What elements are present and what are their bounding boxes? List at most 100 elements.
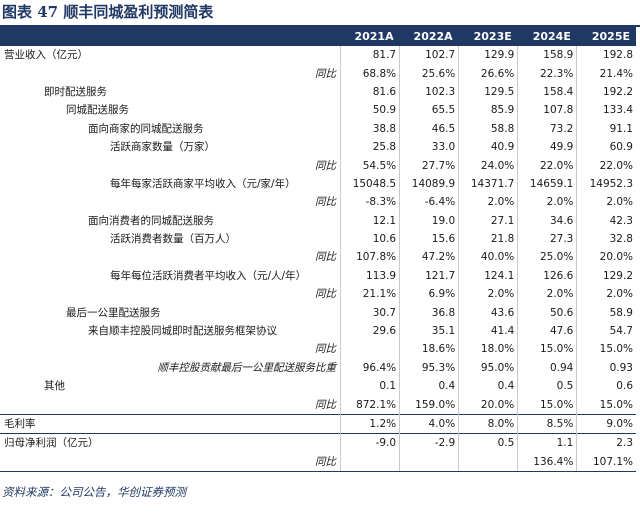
value-cell: -9.0 [340,433,400,453]
value-cell: 65.5 [399,101,459,120]
title-rule [0,25,640,27]
value-cell: 15.0% [576,395,636,415]
value-cell: 113.9 [340,266,400,286]
value-cell: 126.6 [517,266,577,286]
value-cell: 136.4% [517,452,577,472]
value-cell: 49.9 [517,137,577,157]
table-row: 同比 872.1% 159.0% 20.0% 15.0% 15.0% [0,395,636,415]
table-row: 活跃消费者数量（百万人） 10.6 15.6 21.8 27.3 32.8 [0,229,636,249]
value-cell: 192.8 [576,46,636,65]
value-cell: 95.0% [458,358,518,378]
value-cell [340,340,400,359]
value-cell: 73.2 [517,119,577,138]
value-cell: 1.2% [340,413,400,434]
source-note: 资料来源：公司公告，华创证券预测 [2,485,186,499]
value-cell: 2.3 [576,433,636,453]
value-cell: 129.5 [458,82,518,102]
value-cell: 25.0% [517,248,577,267]
value-cell: 2.0% [576,285,636,304]
value-cell: 15.0% [517,340,577,359]
value-cell: 0.94 [517,358,577,378]
value-cell: 8.0% [458,413,518,434]
value-cell: 91.1 [576,119,636,138]
value-cell: 0.93 [576,358,636,378]
value-cell: 47.2% [399,248,459,267]
value-cell: 107.1% [576,452,636,472]
value-cell [458,452,518,472]
value-cell: 27.1 [458,211,518,230]
value-cell: 54.7 [576,321,636,341]
value-cell: 35.1 [399,321,459,341]
value-cell [399,452,459,472]
value-cell: 0.6 [576,377,636,396]
header-cell: 2023E [458,27,518,46]
row-label: 同比 [315,251,337,264]
row-label: 归母净利润（亿元） [0,433,341,453]
table-row: 其他 0.1 0.4 0.4 0.5 0.6 [0,377,636,396]
forecast-table: 2021A 2022A 2023E 2024E 2025E 营业收入（亿元） 81… [0,27,636,472]
row-label: 面向商家的同城配送服务 [88,122,204,135]
value-cell: 25.6% [399,64,459,83]
value-cell: 25.8 [340,137,400,157]
value-cell: 21.8 [458,229,518,249]
header-cell [0,27,341,46]
row-label: 营业收入（亿元） [4,49,88,62]
header-row: 2021A 2022A 2023E 2024E 2025E [0,27,636,46]
value-cell: 0.5 [517,377,577,396]
value-cell: 27.7% [399,156,459,175]
row-label: 其他 [44,380,65,393]
header-cell: 2024E [517,27,577,46]
value-cell: 129.9 [458,46,518,65]
value-cell: 12.1 [340,211,400,230]
row-label: 同比 [315,398,337,411]
value-cell: 2.0% [517,193,577,212]
table-row: 同比 18.6% 18.0% 15.0% 15.0% [0,340,636,359]
row-label: 同城配送服务 [66,104,129,117]
value-cell: 81.7 [340,46,400,65]
value-cell: 8.5% [517,413,577,434]
table-row: 面向商家的同城配送服务 38.8 46.5 58.8 73.2 91.1 [0,119,636,138]
value-cell: 22.0% [517,156,577,175]
row-label: 即时配送服务 [44,85,107,98]
value-cell: 14659.1 [517,174,577,194]
value-cell: 46.5 [399,119,459,138]
table-row: 同比 54.5% 27.7% 24.0% 22.0% 22.0% [0,156,636,175]
value-cell: 40.0% [458,248,518,267]
value-cell: 102.3 [399,82,459,102]
row-label: 同比 [315,196,337,209]
row-label: 活跃商家数量（万家） [110,141,215,154]
row-label: 同比 [315,67,337,80]
table-row: 同城配送服务 50.9 65.5 85.9 107.8 133.4 [0,101,636,120]
value-cell: 38.8 [340,119,400,138]
value-cell: 14952.3 [576,174,636,194]
value-cell: 121.7 [399,266,459,286]
value-cell: 54.5% [340,156,400,175]
value-cell: -2.9 [399,433,459,453]
table-row: 同比 68.8% 25.6% 26.6% 22.3% 21.4% [0,64,636,83]
value-cell: 24.0% [458,156,518,175]
table-row: 来自顺丰控股同城即时配送服务框架协议 29.6 35.1 41.4 47.6 54.7 [0,321,636,341]
value-cell: 158.4 [517,82,577,102]
table-row: 每年每家活跃商家平均收入（元/家/年） 15048.5 14089.9 14371.7… [0,174,636,194]
value-cell: 26.6% [458,64,518,83]
value-cell: -6.4% [399,193,459,212]
value-cell: 129.2 [576,266,636,286]
table-row: 活跃商家数量（万家） 25.8 33.0 40.9 49.9 60.9 [0,137,636,157]
value-cell: 96.4% [340,358,400,378]
value-cell: 22.0% [576,156,636,175]
row-label: 活跃消费者数量（百万人） [110,233,236,246]
value-cell: 6.9% [399,285,459,304]
value-cell: 107.8 [517,101,577,120]
value-cell: 21.4% [576,64,636,83]
value-cell: 18.6% [399,340,459,359]
table-row: 顺丰控股贡献最后一公里配送服务比重 96.4% 95.3% 95.0% 0.94 0.93 [0,358,636,378]
value-cell: 102.7 [399,46,459,65]
value-cell: 15.6 [399,229,459,249]
value-cell: 29.6 [340,321,400,341]
row-label: 同比 [315,343,337,356]
value-cell: 0.4 [399,377,459,396]
value-cell: 81.6 [340,82,400,102]
value-cell: 32.8 [576,229,636,249]
value-cell: 85.9 [458,101,518,120]
table-row: 最后一公里配送服务 30.7 36.8 43.6 50.6 58.9 [0,303,636,322]
